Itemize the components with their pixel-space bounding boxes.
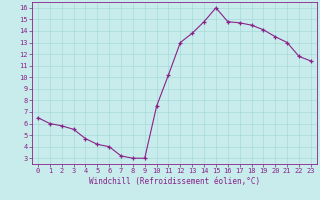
X-axis label: Windchill (Refroidissement éolien,°C): Windchill (Refroidissement éolien,°C) (89, 177, 260, 186)
